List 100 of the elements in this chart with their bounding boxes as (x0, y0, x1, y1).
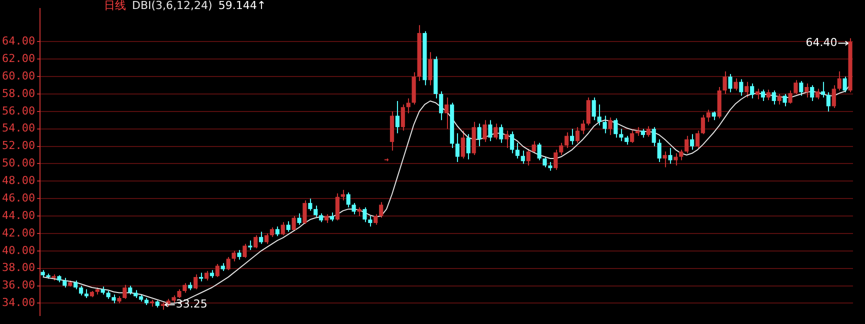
candlestick (570, 128, 574, 146)
candlestick (542, 156, 547, 168)
candlestick (78, 285, 84, 296)
candlestick (700, 114, 706, 135)
candlestick (460, 130, 465, 160)
candlestick (837, 70, 842, 92)
candlestick (668, 148, 672, 164)
candlestick (455, 132, 460, 162)
candlestick (597, 104, 602, 126)
candlestick (559, 142, 564, 156)
candlestick (302, 200, 307, 224)
candlestick (499, 124, 504, 144)
candlestick (564, 132, 569, 149)
candlestick (695, 130, 700, 149)
candlestick (826, 92, 830, 112)
candlestick (537, 142, 542, 161)
candlestick (275, 226, 280, 237)
candlestick (760, 89, 766, 102)
candlestick (444, 97, 449, 130)
y-tick-label: 60.00 (2, 69, 36, 82)
y-tick-label: 46.00 (2, 191, 36, 204)
y-tick-label: 50.00 (2, 156, 36, 170)
candlestick (744, 81, 749, 98)
candlestick (232, 250, 236, 262)
candlestick (494, 123, 498, 140)
candlestick (532, 140, 536, 154)
y-tick-label: 62.00 (2, 52, 36, 66)
candlestick (554, 149, 558, 170)
candlestick (286, 220, 290, 232)
candlestick (62, 277, 67, 288)
y-tick-label: 58.00 (2, 86, 36, 100)
candlestick (254, 234, 258, 249)
candlestick (815, 88, 820, 100)
candlestick (314, 205, 318, 218)
candlestick (510, 130, 514, 154)
candlestick (706, 109, 710, 122)
candlestick (362, 206, 367, 223)
annotation: 64.40 (806, 36, 838, 50)
candlestick (842, 76, 847, 93)
candlestick (428, 52, 432, 86)
candlestick (788, 90, 792, 104)
candlestick (772, 90, 776, 105)
candlestick (466, 134, 470, 160)
candlestick (602, 115, 607, 134)
candlestick (259, 231, 264, 244)
candlestick (722, 70, 727, 95)
candlestick (690, 134, 694, 150)
candlestick (630, 130, 634, 144)
candlestick (739, 78, 744, 96)
candlestick (520, 150, 525, 164)
candlestick (226, 256, 230, 271)
candlestick (619, 128, 624, 142)
candlestick (810, 84, 814, 102)
candlestick (297, 212, 302, 226)
candlestick (248, 240, 252, 251)
candlestick (204, 270, 209, 282)
candlestick (504, 130, 509, 149)
candlestick (406, 98, 410, 114)
y-tick-label: 64.00 (2, 34, 36, 48)
candlestick (662, 151, 667, 168)
candlestick (270, 226, 274, 238)
y-tick-label: 36.00 (2, 278, 36, 292)
candlestick (335, 192, 340, 221)
candlestick (777, 94, 782, 105)
candlestick (482, 120, 487, 142)
candlestick (684, 135, 689, 154)
candlestick (215, 263, 220, 278)
candlestick (657, 138, 662, 162)
candlestick (308, 198, 312, 212)
candlestick (346, 192, 350, 208)
y-tick-label: 48.00 (2, 174, 36, 188)
candlestick (237, 250, 242, 260)
candlestick (182, 282, 187, 294)
candlestick (794, 80, 798, 95)
y-tick-label: 44.00 (2, 208, 36, 222)
candlestick (586, 97, 590, 126)
candlestick (194, 274, 198, 290)
candlestick (264, 232, 269, 244)
candlestick (395, 100, 400, 134)
candlestick (575, 126, 580, 144)
candlestick (580, 120, 585, 135)
candlestick (292, 216, 296, 232)
candlestick (439, 90, 444, 121)
y-tick-label: 42.00 (2, 226, 36, 240)
candlestick (592, 97, 596, 121)
y-tick-label: 52.00 (2, 139, 36, 152)
candlestick (608, 117, 612, 136)
annotation: 59.144↑ (218, 0, 266, 12)
candlestick (799, 80, 804, 96)
candlestick (674, 152, 678, 166)
candlestick (368, 216, 372, 227)
candlestick (242, 243, 247, 258)
candlestick (515, 142, 520, 160)
candlestick (728, 73, 732, 93)
candlestick (340, 189, 345, 201)
candlestick (646, 126, 650, 138)
candlestick (526, 148, 530, 166)
candlestick (280, 222, 285, 236)
candlestick (477, 123, 482, 147)
candlestick (820, 81, 826, 98)
